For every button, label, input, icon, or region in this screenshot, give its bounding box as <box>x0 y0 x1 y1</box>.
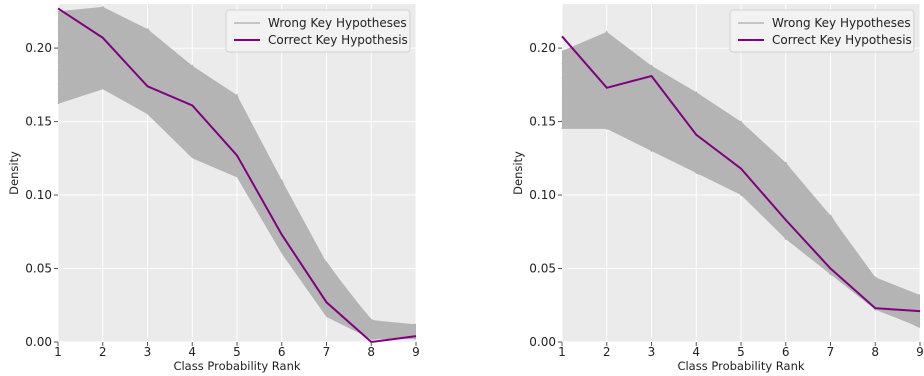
x-axis-label: Class Probability Rank <box>173 359 300 373</box>
x-tick-label: 7 <box>323 345 331 359</box>
wrong-key-line <box>561 64 921 302</box>
legend-label: Wrong Key Hypotheses <box>772 16 911 30</box>
x-tick-label: 4 <box>692 345 700 359</box>
x-tick-label: 5 <box>737 345 745 359</box>
chart-svg: 1 2 3 4 5 6 7 8 9 0.00 0.05 0.10 0.15 0.20 Class Proba… <box>511 4 924 373</box>
x-tick-label: 3 <box>144 345 152 359</box>
wrong-key-line <box>561 46 921 314</box>
y-tick-label: 0.05 <box>529 262 556 276</box>
y-tick-label: 0.05 <box>25 262 52 276</box>
y-axis-label: Density <box>7 151 21 195</box>
x-axis-label: Class Probability Rank <box>677 359 804 373</box>
x-tick-label: 2 <box>99 345 107 359</box>
x-tick-label: 6 <box>782 345 790 359</box>
chart-svg: 1 2 3 4 5 6 7 8 9 0.00 0.05 0.10 0.15 0.20 Class Proba… <box>7 4 420 373</box>
y-tick-label: 0.20 <box>25 41 52 55</box>
y-tick-label: 0.10 <box>25 188 52 202</box>
chart-right: 1 2 3 4 5 6 7 8 9 0.00 0.05 0.10 0.15 0.20 Class Proba… <box>504 0 924 376</box>
y-tick-label: 0.20 <box>529 41 556 55</box>
x-tick-label: 4 <box>188 345 196 359</box>
wrong-key-line <box>561 50 921 302</box>
wrong-key-line <box>57 32 417 340</box>
legend-label: Correct Key Hypothesis <box>268 33 408 47</box>
wrong-key-line <box>561 69 921 311</box>
legend-label: Wrong Key Hypotheses <box>268 16 407 30</box>
wrong-key-line <box>57 24 416 331</box>
x-tick-label: 7 <box>827 345 835 359</box>
legend-label: Correct Key Hypothesis <box>772 33 912 47</box>
y-tick-label: 0.15 <box>529 115 556 129</box>
x-tick-label: 8 <box>367 345 375 359</box>
correct-key-line <box>57 7 417 344</box>
wrong-key-line <box>57 10 417 340</box>
x-tick-label: 3 <box>648 345 656 359</box>
y-tick-label: 0.00 <box>529 335 556 349</box>
correct-key-line <box>561 35 921 313</box>
y-axis-label: Density <box>511 151 525 195</box>
y-tick-label: 0.00 <box>25 335 52 349</box>
legend-box <box>225 9 411 53</box>
x-tick-label: 9 <box>412 345 420 359</box>
x-tick-label: 6 <box>278 345 286 359</box>
legend-box <box>729 9 915 53</box>
x-tick-label: 1 <box>558 345 566 359</box>
y-tick-label: 0.10 <box>529 188 556 202</box>
x-tick-label: 5 <box>233 345 241 359</box>
x-tick-label: 1 <box>54 345 62 359</box>
chart-left: 1 2 3 4 5 6 7 8 9 0.00 0.05 0.10 0.15 0.20 Class Proba… <box>0 0 420 376</box>
y-tick-label: 0.15 <box>25 115 52 129</box>
x-tick-label: 2 <box>603 345 611 359</box>
wrong-key-line <box>561 83 921 325</box>
x-tick-label: 9 <box>916 345 924 359</box>
x-tick-label: 8 <box>871 345 879 359</box>
wrong-key-line <box>57 5 416 329</box>
